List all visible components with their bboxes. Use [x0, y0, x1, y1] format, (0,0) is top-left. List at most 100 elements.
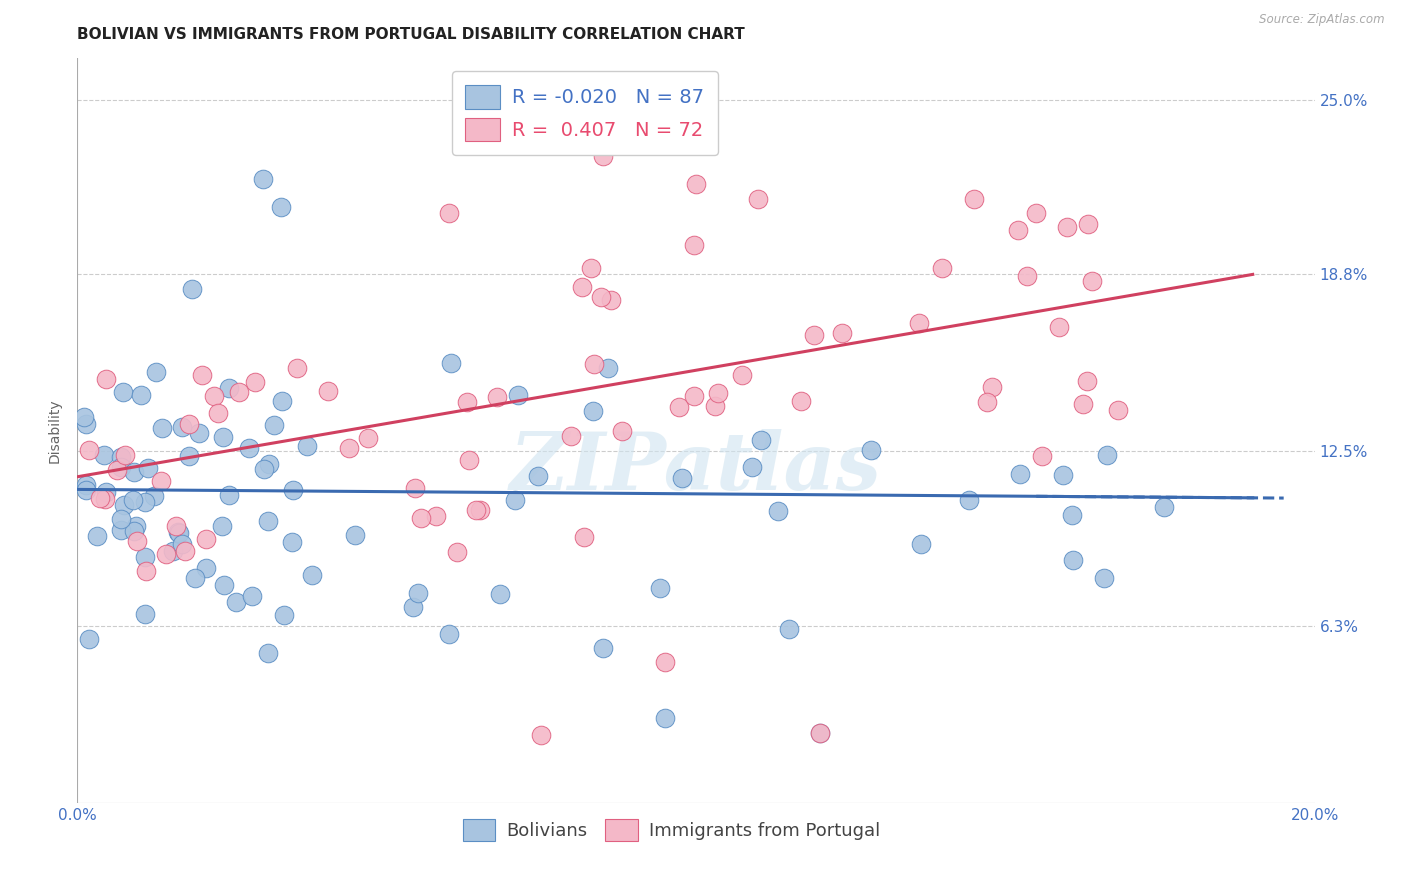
Point	[89, 491, 111, 505]
Point	[981, 379, 1004, 393]
Point	[122, 465, 145, 479]
Point	[503, 492, 526, 507]
Point	[931, 260, 953, 275]
Point	[650, 582, 672, 596]
Point	[187, 426, 209, 441]
Point	[1017, 268, 1039, 283]
Point	[270, 200, 292, 214]
Point	[111, 384, 134, 399]
Point	[440, 356, 463, 370]
Point	[963, 192, 986, 206]
Point	[285, 360, 308, 375]
Point	[411, 511, 433, 525]
Point	[357, 431, 380, 445]
Point	[530, 728, 553, 742]
Point	[572, 530, 595, 544]
Point	[1056, 219, 1078, 234]
Point	[747, 192, 769, 206]
Point	[766, 504, 789, 518]
Point	[170, 537, 193, 551]
Point	[910, 537, 932, 551]
Point	[508, 387, 530, 401]
Point	[599, 293, 621, 308]
Point	[741, 459, 763, 474]
Point	[134, 549, 156, 564]
Point	[685, 178, 707, 192]
Point	[316, 384, 339, 398]
Point	[105, 463, 128, 477]
Point	[579, 261, 602, 276]
Point	[207, 406, 229, 420]
Point	[612, 425, 634, 439]
Point	[1007, 223, 1029, 237]
Point	[93, 448, 115, 462]
Point	[191, 368, 214, 382]
Point	[831, 326, 853, 340]
Point	[468, 502, 491, 516]
Point	[166, 518, 188, 533]
Point	[253, 462, 276, 476]
Text: BOLIVIAN VS IMMIGRANTS FROM PORTUGAL DISABILITY CORRELATION CHART: BOLIVIAN VS IMMIGRANTS FROM PORTUGAL DIS…	[77, 27, 745, 42]
Point	[682, 389, 704, 403]
Point	[79, 443, 101, 458]
Point	[703, 399, 725, 413]
Point	[976, 395, 998, 409]
Point	[202, 389, 225, 403]
Point	[1107, 403, 1129, 417]
Point	[591, 290, 613, 304]
Point	[344, 527, 367, 541]
Point	[73, 410, 96, 425]
Point	[465, 503, 488, 517]
Point	[152, 421, 174, 435]
Point	[194, 560, 217, 574]
Point	[485, 390, 508, 404]
Point	[110, 450, 132, 464]
Text: ZIPatlas: ZIPatlas	[510, 429, 882, 507]
Point	[425, 509, 447, 524]
Point	[256, 514, 278, 528]
Point	[1077, 218, 1099, 232]
Point	[668, 400, 690, 414]
Point	[731, 368, 754, 383]
Point	[295, 439, 318, 453]
Point	[150, 475, 173, 489]
Point	[125, 519, 148, 533]
Point	[489, 586, 512, 600]
Point	[181, 282, 204, 296]
Point	[228, 384, 250, 399]
Point	[112, 499, 135, 513]
Point	[456, 395, 478, 409]
Point	[654, 711, 676, 725]
Point	[125, 533, 148, 548]
Point	[94, 484, 117, 499]
Point	[404, 481, 426, 495]
Point	[121, 493, 143, 508]
Point	[1095, 448, 1118, 462]
Point	[707, 385, 730, 400]
Point	[110, 512, 132, 526]
Point	[75, 417, 97, 431]
Point	[803, 328, 825, 343]
Point	[583, 358, 606, 372]
Point	[179, 417, 201, 432]
Point	[145, 365, 167, 379]
Point	[598, 361, 620, 376]
Point	[1052, 468, 1074, 483]
Point	[790, 394, 813, 409]
Point	[437, 627, 460, 641]
Point	[257, 458, 280, 472]
Point	[110, 523, 132, 537]
Point	[162, 544, 184, 558]
Point	[457, 453, 479, 467]
Point	[86, 528, 108, 542]
Point	[1010, 467, 1032, 481]
Point	[527, 469, 550, 483]
Point	[240, 589, 263, 603]
Point	[243, 375, 266, 389]
Point	[907, 316, 929, 330]
Point	[184, 571, 207, 585]
Point	[225, 595, 247, 609]
Point	[75, 483, 97, 498]
Point	[131, 388, 153, 402]
Point	[406, 586, 429, 600]
